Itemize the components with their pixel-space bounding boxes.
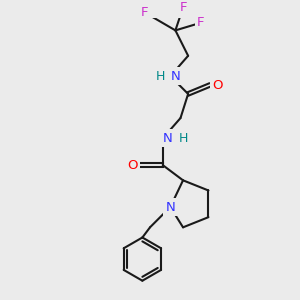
Text: N: N xyxy=(166,200,175,214)
Text: F: F xyxy=(197,16,205,29)
Text: N: N xyxy=(170,70,180,83)
Text: F: F xyxy=(141,6,149,19)
Text: O: O xyxy=(212,79,223,92)
Text: H: H xyxy=(156,70,165,83)
Text: N: N xyxy=(163,132,173,145)
Text: H: H xyxy=(179,132,188,145)
Text: O: O xyxy=(127,159,137,172)
Text: F: F xyxy=(179,1,187,14)
